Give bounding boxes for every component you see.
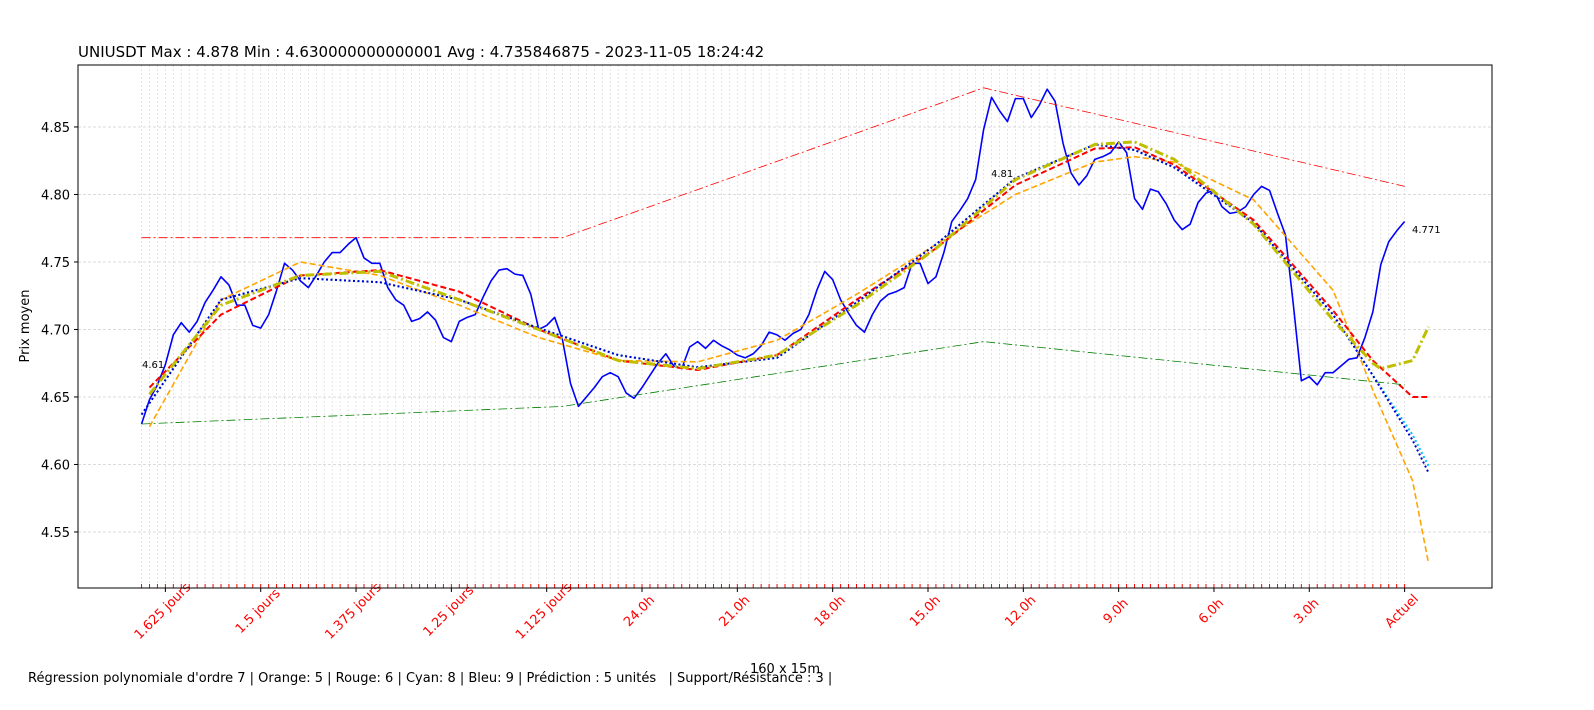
y-tick-label: 4.75 bbox=[41, 256, 70, 271]
y-tick-label: 4.65 bbox=[41, 391, 70, 406]
y-tick-label: 4.70 bbox=[41, 323, 70, 338]
annotation: 4.61 bbox=[142, 360, 164, 371]
series-line bbox=[140, 143, 1430, 474]
series-line bbox=[141, 87, 1405, 239]
series-line bbox=[148, 155, 1430, 564]
series-line bbox=[141, 341, 1405, 425]
chart-title: UNIUSDT Max : 4.878 Min : 4.630000000000… bbox=[78, 43, 764, 61]
y-tick-label: 4.60 bbox=[41, 458, 70, 473]
series-line bbox=[148, 146, 1429, 398]
y-axis-label: Prix moyen bbox=[18, 290, 33, 363]
annotation: 4.771 bbox=[1412, 225, 1441, 236]
y-tick-label: 4.55 bbox=[41, 526, 70, 541]
plot-frame bbox=[77, 64, 1493, 589]
series-line bbox=[148, 140, 1430, 396]
series-line bbox=[140, 88, 1406, 425]
y-tick-label: 4.80 bbox=[41, 188, 70, 203]
annotation: 4.81 bbox=[991, 169, 1013, 180]
x-axis-label: 160 x 15m bbox=[750, 662, 820, 677]
footer: Régression polynomiale d'ordre 7 | Orang… bbox=[28, 671, 832, 686]
y-tick-label: 4.85 bbox=[41, 121, 70, 136]
